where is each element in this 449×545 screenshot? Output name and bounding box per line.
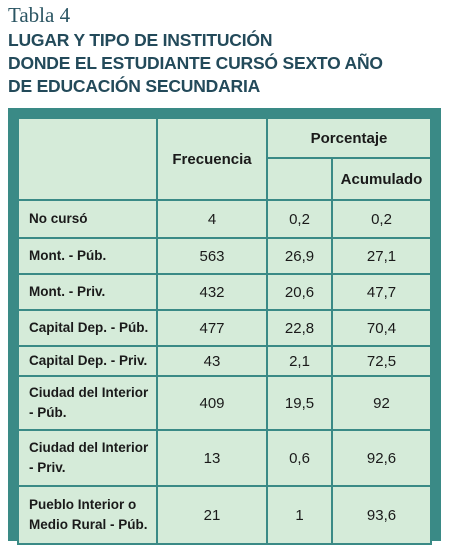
- header-cell: [17, 117, 158, 201]
- row-label: Mont. - Priv.: [17, 273, 158, 311]
- cell: 0,2: [331, 199, 432, 239]
- cell: 432: [156, 273, 268, 311]
- row-label: Capital Dep. - Priv.: [17, 345, 158, 377]
- table-row: Capital Dep. - Púb. 477 22,8 70,4: [17, 309, 432, 347]
- row-label: Ciudad del Interior - Priv.: [17, 429, 158, 487]
- table-row: Capital Dep. - Priv. 43 2,1 72,5: [17, 345, 432, 377]
- row-label: No cursó: [17, 199, 158, 239]
- header-cell: Frecuencia: [156, 117, 268, 201]
- row-label: Capital Dep. - Púb.: [17, 309, 158, 347]
- table-row: Ciudad del Interior - Priv. 13 0,6 92,6: [17, 429, 432, 487]
- cell: 70,4: [331, 309, 432, 347]
- caption: Tabla 4: [8, 3, 71, 27]
- cell: 2,1: [266, 345, 333, 377]
- header-cell: Porcentaje: [266, 117, 432, 159]
- cell: 19,5: [266, 375, 333, 431]
- heading-line: LUGAR Y TIPO DE INSTITUCIÓN: [8, 30, 273, 50]
- table: Frecuencia Porcentaje Acumulado No cursó…: [17, 117, 432, 545]
- table-frame: Frecuencia Porcentaje Acumulado No cursó…: [8, 108, 441, 545]
- row-label: Ciudad del Interior - Púb.: [17, 375, 158, 431]
- cell: 0,6: [266, 429, 333, 487]
- cell: 43: [156, 345, 268, 377]
- table-row: Pueblo Interior o Medio Rural - Púb. 21 1 9…: [17, 485, 432, 545]
- cell: 4: [156, 199, 268, 239]
- cell: 0,2: [266, 199, 333, 239]
- cell: 92,6: [331, 429, 432, 487]
- cell: 93,6: [331, 485, 432, 545]
- heading: LUGAR Y TIPO DE INSTITUCIÓN DONDE EL EST…: [8, 29, 383, 98]
- cell: 13: [156, 429, 268, 487]
- header-row: Frecuencia Porcentaje: [17, 117, 432, 201]
- header-cell: Acumulado: [331, 157, 432, 201]
- cell: 477: [156, 309, 268, 347]
- cell: 22,8: [266, 309, 333, 347]
- table-body: Frecuencia Porcentaje Acumulado No cursó…: [17, 117, 432, 545]
- table-row: Ciudad del Interior - Púb. 409 19,5 92: [17, 375, 432, 431]
- table-row: No cursó 4 0,2 0,2: [17, 199, 432, 239]
- cell: 409: [156, 375, 268, 431]
- cell: 20,6: [266, 273, 333, 311]
- table-row: Mont. - Priv. 432 20,6 47,7: [17, 273, 432, 311]
- heading-line: DONDE EL ESTUDIANTE CURSÓ SEXTO AÑO: [8, 53, 383, 73]
- cell: 563: [156, 237, 268, 275]
- cell: 47,7: [331, 273, 432, 311]
- header-cell: [266, 157, 333, 201]
- header-row: Acumulado: [18, 157, 432, 201]
- cell: 26,9: [266, 237, 333, 275]
- heading-line: DE EDUCACIÓN SECUNDARIA: [8, 76, 261, 96]
- row-label: Pueblo Interior o Medio Rural - Púb.: [17, 485, 158, 545]
- cell: 21: [156, 485, 268, 545]
- row-label: Mont. - Púb.: [17, 237, 158, 275]
- cell: 27,1: [331, 237, 432, 275]
- cell: 72,5: [331, 345, 432, 377]
- cell: 1: [266, 485, 333, 545]
- table-row: Mont. - Púb. 563 26,9 27,1: [17, 237, 432, 275]
- cell: 92: [331, 375, 432, 431]
